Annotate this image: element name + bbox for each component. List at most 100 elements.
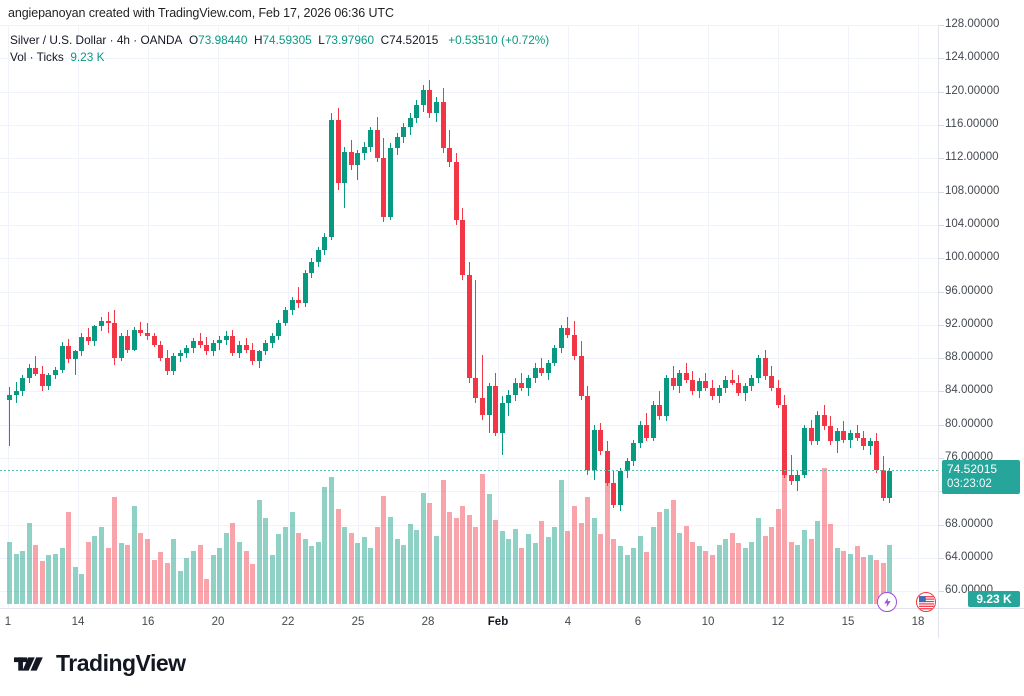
volume-bar xyxy=(302,538,308,604)
candle-body xyxy=(466,274,472,379)
volume-bar xyxy=(33,544,39,604)
volume-bar xyxy=(821,467,827,604)
price-axis-stub xyxy=(939,358,944,360)
candle-wick xyxy=(74,349,76,375)
time-axis-tick: 1 xyxy=(4,616,12,628)
legend-interval[interactable]: 4h xyxy=(116,33,130,47)
volume-bar xyxy=(98,527,104,604)
candle-body xyxy=(289,299,295,310)
volume-bar xyxy=(532,543,538,604)
us-flag-icon[interactable] xyxy=(916,592,936,612)
volume-bar xyxy=(769,527,775,604)
volume-bar xyxy=(847,553,853,604)
candle-body xyxy=(171,356,177,372)
candle-body xyxy=(690,379,696,392)
candle-body xyxy=(33,368,39,374)
candle-body xyxy=(578,356,584,397)
candle-body xyxy=(480,398,486,415)
candle-body xyxy=(223,336,229,340)
candle-wick xyxy=(9,387,10,446)
candle-body xyxy=(880,469,886,499)
candle-body xyxy=(20,378,26,392)
candle-body xyxy=(867,441,873,447)
time-axis-tick: 16 xyxy=(141,616,155,628)
volume-bar xyxy=(861,556,867,604)
candle-wick xyxy=(790,454,792,485)
volume-bar xyxy=(887,544,893,604)
candle-body xyxy=(532,368,538,379)
candle-body xyxy=(302,273,308,304)
time-axis-tick: 18 xyxy=(911,616,925,628)
volume-bar xyxy=(440,479,446,604)
candle-body xyxy=(236,344,242,354)
candle-wick xyxy=(475,279,477,404)
volume-bar xyxy=(788,541,794,604)
gridline-h xyxy=(0,524,938,526)
chart-legend[interactable]: Silver / U.S. Dollar · 4h · OANDA O73.98… xyxy=(10,32,549,65)
volume-bar xyxy=(874,559,880,604)
candle-body xyxy=(788,474,794,482)
candle-body xyxy=(296,299,302,304)
legend-open-label: O xyxy=(188,33,199,47)
candle-body xyxy=(243,344,249,350)
candle-body xyxy=(250,349,256,362)
volume-bar xyxy=(39,561,45,604)
candle-body xyxy=(256,351,262,362)
volume-bar xyxy=(552,527,558,604)
footer: TradingView xyxy=(0,638,1024,696)
legend-volume-row: Vol · Ticks 9.23 K xyxy=(10,49,549,66)
candle-wick xyxy=(146,323,148,340)
time-axis-tick: 4 xyxy=(564,616,572,628)
volume-bar xyxy=(158,552,164,604)
volume-bar xyxy=(204,578,210,604)
gridline-h xyxy=(0,158,938,160)
attribution-text: angiepanoyan created with TradingView.co… xyxy=(8,6,394,20)
candle-body xyxy=(512,383,518,395)
candle-body xyxy=(460,219,466,275)
candle-body xyxy=(348,151,354,165)
volume-bar xyxy=(867,555,873,604)
candle-body xyxy=(164,358,170,372)
time-axis[interactable]: 1 14 16 20 22 25 28 Feb 4 6 10 12 15 18 xyxy=(0,608,938,639)
candle-body xyxy=(637,424,643,444)
tradingview-logo[interactable]: TradingView xyxy=(14,650,186,677)
candle-body xyxy=(131,329,137,350)
candle-body xyxy=(204,344,210,352)
legend-volume-title[interactable]: Vol · Ticks xyxy=(10,49,64,64)
volume-bar xyxy=(565,531,571,604)
gridline-v xyxy=(778,25,779,608)
candle-body xyxy=(499,403,505,434)
volume-bar xyxy=(670,500,676,604)
volume-bar xyxy=(112,497,118,604)
candle-body xyxy=(716,388,722,397)
volume-bar xyxy=(138,532,144,604)
volume-bar xyxy=(762,535,768,604)
volume-bar xyxy=(637,535,643,604)
volume-bar xyxy=(401,544,407,604)
volume-bar xyxy=(834,547,840,604)
candle-body xyxy=(328,119,334,237)
price-axis[interactable]: 128.00000 124.00000 120.00000 116.00000 112.… xyxy=(938,18,1024,608)
legend-symbol[interactable]: Silver / U.S. Dollar xyxy=(10,33,107,47)
candle-body xyxy=(394,136,400,149)
volume-bar xyxy=(328,476,334,604)
candle-body xyxy=(683,373,689,380)
candle-body xyxy=(52,369,58,375)
volume-bar xyxy=(335,509,341,604)
time-axis-tick: 6 xyxy=(634,616,642,628)
candle-body xyxy=(736,383,742,394)
lightning-bolt-icon[interactable] xyxy=(877,592,897,612)
price-axis-stub xyxy=(939,258,944,260)
volume-bar xyxy=(526,534,532,604)
price-axis-tick: 124.00000 xyxy=(945,51,1000,64)
gridline-h xyxy=(0,424,938,426)
chart-plot-area[interactable] xyxy=(0,25,938,608)
volume-bar xyxy=(197,544,203,604)
volume-bar xyxy=(736,543,742,604)
volume-bar xyxy=(230,522,236,604)
candle-body xyxy=(828,426,834,442)
tradingview-logo-icon xyxy=(14,656,43,671)
volume-bar xyxy=(480,473,486,604)
candle-body xyxy=(263,343,269,352)
candle-body xyxy=(66,346,72,359)
